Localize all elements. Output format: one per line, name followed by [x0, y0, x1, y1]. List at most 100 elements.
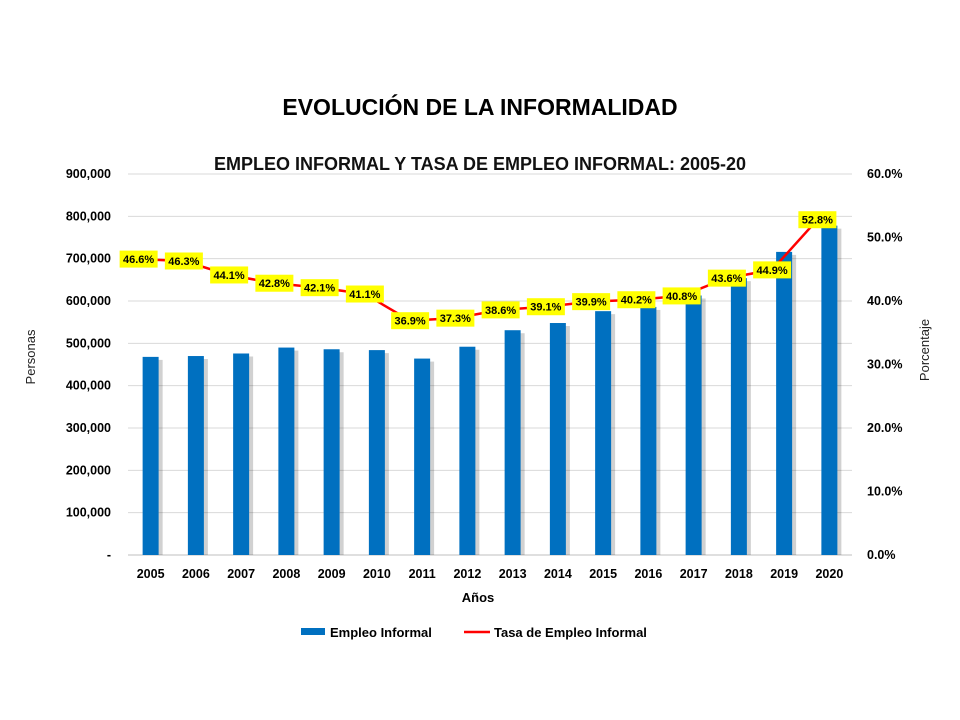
- legend-swatch-bar: [301, 628, 325, 635]
- y-tick-label: 700,000: [66, 252, 111, 266]
- bar: [278, 347, 295, 555]
- y2-tick-label: 40.0%: [867, 294, 902, 308]
- data-label: 46.3%: [164, 252, 203, 270]
- line-series: [138, 218, 819, 322]
- x-axis-ticks: 2005 2006 2007 2008 2009 2010 2011 2012 2013 2014…: [137, 567, 844, 581]
- data-label: 41.1%: [345, 285, 384, 303]
- legend-label-bar: Empleo Informal: [330, 625, 432, 640]
- y2-axis-ticks: 0.0% 10.0% 20.0% 30.0% 40.0% 50.0% 60.0%: [867, 167, 902, 562]
- y-axis-ticks: - 100,000 200,000 300,000 400,000 500,000 600,…: [66, 167, 111, 562]
- data-label-text: 41.1%: [349, 289, 380, 301]
- x-axis-label: Años: [462, 590, 495, 605]
- bar: [368, 350, 385, 555]
- bar: [549, 323, 566, 555]
- y-tick-label: 800,000: [66, 209, 111, 223]
- data-label-text: 42.8%: [259, 278, 290, 290]
- x-tick-label: 2020: [815, 567, 843, 581]
- y-tick-label: -: [107, 548, 111, 562]
- data-label: 52.8%: [798, 211, 837, 229]
- y-axis-label: Personas: [23, 329, 38, 384]
- bar: [414, 358, 431, 555]
- data-label-bg: [662, 287, 701, 305]
- y-tick-label: 300,000: [66, 421, 111, 435]
- bar: [821, 225, 838, 555]
- x-tick-label: 2006: [182, 567, 210, 581]
- data-label-text: 37.3%: [440, 313, 471, 325]
- data-label-bg: [526, 298, 565, 316]
- data-label-bg: [210, 266, 249, 284]
- data-label-text: 36.9%: [395, 316, 426, 328]
- bar: [640, 306, 657, 555]
- bar-series: [142, 225, 842, 556]
- x-tick-label: 2014: [544, 567, 572, 581]
- data-label: 40.2%: [617, 291, 656, 309]
- data-label: 39.9%: [572, 293, 611, 311]
- y-tick-label: 600,000: [66, 294, 111, 308]
- y2-tick-label: 0.0%: [867, 548, 896, 562]
- x-tick-label: 2012: [453, 567, 481, 581]
- y-tick-label: 900,000: [66, 167, 111, 181]
- data-label-bg: [164, 252, 203, 270]
- y2-tick-label: 60.0%: [867, 167, 902, 181]
- page-title: EVOLUCIÓN DE LA INFORMALIDAD: [282, 94, 678, 120]
- data-label-text: 39.1%: [530, 302, 561, 314]
- data-label-bg: [572, 293, 611, 311]
- bar: [504, 330, 521, 555]
- y2-tick-label: 30.0%: [867, 358, 902, 372]
- data-label-bg: [119, 250, 158, 268]
- data-label-bg: [481, 301, 520, 319]
- data-label-text: 44.9%: [757, 265, 788, 277]
- x-tick-label: 2009: [318, 567, 346, 581]
- legend: Empleo Informal Tasa de Empleo Informal: [301, 625, 647, 640]
- data-label-bg: [345, 285, 384, 303]
- bar: [776, 251, 793, 556]
- x-tick-label: 2018: [725, 567, 753, 581]
- y2-axis-label: Porcentaje: [917, 319, 932, 381]
- data-label-bg: [436, 309, 475, 327]
- y-tick-label: 200,000: [66, 463, 111, 477]
- data-label: 46.6%: [119, 250, 158, 268]
- data-label-bg: [753, 261, 792, 279]
- data-label-text: 40.2%: [621, 295, 652, 307]
- data-label-bg: [798, 211, 837, 229]
- bar: [142, 356, 159, 555]
- data-label-text: 46.3%: [168, 256, 199, 268]
- bar: [233, 353, 250, 555]
- bar: [595, 311, 612, 555]
- x-tick-label: 2013: [499, 567, 527, 581]
- y-tick-label: 100,000: [66, 506, 111, 520]
- x-tick-label: 2019: [770, 567, 798, 581]
- data-label-bg: [707, 269, 746, 287]
- x-tick-label: 2007: [227, 567, 255, 581]
- data-label: 40.8%: [662, 287, 701, 305]
- data-label: 42.8%: [255, 274, 294, 292]
- bar: [685, 295, 702, 555]
- y-tick-label: 500,000: [66, 336, 111, 350]
- legend-label-line: Tasa de Empleo Informal: [494, 625, 647, 640]
- data-label-text: 43.6%: [711, 273, 742, 285]
- x-tick-label: 2017: [680, 567, 708, 581]
- x-tick-label: 2011: [409, 567, 436, 581]
- bar: [323, 349, 340, 555]
- chart-title: EMPLEO INFORMAL Y TASA DE EMPLEO INFORMA…: [214, 154, 746, 174]
- data-label-text: 42.1%: [304, 283, 335, 295]
- data-label: 36.9%: [391, 312, 430, 330]
- data-labels: 46.6% 46.3% 44.1% 42.8% 42.1% 41.1% 36.9% 37.3%…: [119, 211, 837, 330]
- data-label: 39.1%: [526, 298, 565, 316]
- y2-tick-label: 20.0%: [867, 421, 902, 435]
- x-tick-label: 2008: [272, 567, 300, 581]
- y2-tick-label: 10.0%: [867, 485, 902, 499]
- bar: [459, 346, 476, 555]
- data-label-bg: [255, 274, 294, 292]
- data-label: 38.6%: [481, 301, 520, 319]
- data-label-text: 44.1%: [214, 270, 245, 282]
- bar: [730, 278, 747, 555]
- bar: [187, 356, 204, 555]
- data-label-text: 40.8%: [666, 291, 697, 303]
- x-tick-label: 2016: [634, 567, 662, 581]
- data-label-text: 46.6%: [123, 254, 154, 266]
- data-label: 44.1%: [210, 266, 249, 284]
- data-label: 44.9%: [753, 261, 792, 279]
- data-label-text: 38.6%: [485, 305, 516, 317]
